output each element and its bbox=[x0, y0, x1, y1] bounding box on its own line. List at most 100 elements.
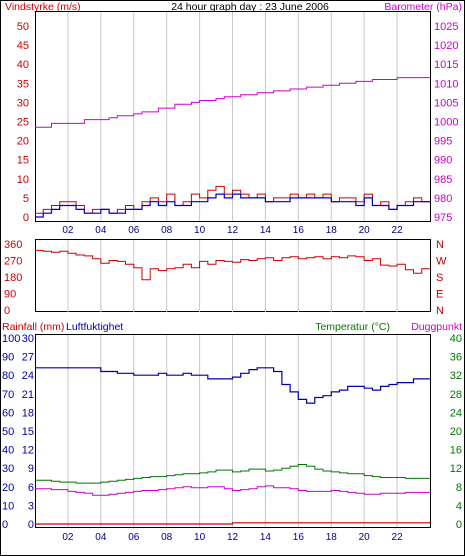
direction-panel-grid bbox=[67, 240, 398, 312]
axis-tick-label: 1025 bbox=[434, 21, 458, 33]
axis-tick-label: 40 bbox=[2, 445, 14, 457]
axis-tick-label: 27 bbox=[22, 352, 34, 364]
time-tick-label: 10 bbox=[194, 225, 206, 236]
temperature-axis-label: Temperatur (°C) bbox=[315, 321, 390, 333]
axis-tick-label: 980 bbox=[434, 193, 452, 205]
wind-speed-ticks: 0 5 10 15 20 25 30 35 40 45 50 bbox=[17, 21, 29, 224]
axis-tick-label: 25 bbox=[17, 117, 29, 129]
time-tick-label: 10 bbox=[194, 532, 206, 543]
axis-tick-label: 12 bbox=[450, 463, 462, 475]
axis-tick-label: 30 bbox=[17, 97, 29, 109]
humidity-ticks: 0 10 20 30 40 50 60 70 80 90 100 bbox=[2, 333, 20, 531]
direction-tick-label: 0 bbox=[4, 305, 10, 317]
direction-tick-label: 360 bbox=[4, 239, 22, 251]
time-tick-label: 02 bbox=[62, 225, 74, 236]
axis-tick-label: 15 bbox=[22, 426, 34, 438]
time-tick-label: 12 bbox=[227, 532, 239, 543]
axis-tick-label: 1015 bbox=[434, 59, 458, 71]
time-tick-label: 12 bbox=[227, 225, 239, 236]
time-tick-label: 04 bbox=[95, 532, 107, 543]
axis-tick-label: 5 bbox=[23, 193, 29, 205]
time-tick-label: 06 bbox=[128, 225, 140, 236]
time-tick-label: 22 bbox=[392, 225, 404, 236]
temperature-ticks: 0 4 8 12 16 20 24 28 32 36 40 bbox=[450, 333, 462, 531]
dewpoint-axis-label: Duggpunkt bbox=[411, 321, 462, 333]
axis-tick-label: 40 bbox=[17, 59, 29, 71]
time-tick-label: 04 bbox=[95, 225, 107, 236]
axis-tick-label: 975 bbox=[434, 212, 452, 224]
axis-tick-label: 12 bbox=[22, 445, 34, 457]
direction-tick-label: 90 bbox=[4, 289, 16, 301]
axis-tick-label: 1005 bbox=[434, 97, 458, 109]
axis-tick-label: 18 bbox=[22, 407, 34, 419]
time-tick-label: 18 bbox=[326, 225, 338, 236]
axis-tick-label: 80 bbox=[2, 370, 14, 382]
time-tick-label: 22 bbox=[392, 532, 404, 543]
axis-tick-label: 985 bbox=[434, 174, 452, 186]
axis-tick-label: 15 bbox=[17, 155, 29, 167]
time-tick-label: 20 bbox=[359, 532, 371, 543]
humidity-axis-label: Luftfuktighet bbox=[66, 321, 123, 333]
wind-average-series bbox=[35, 193, 430, 218]
axis-tick-label: 0 bbox=[28, 519, 34, 531]
axis-tick-label: 24 bbox=[450, 407, 462, 419]
axis-tick-label: 30 bbox=[22, 333, 34, 345]
axis-tick-label: 60 bbox=[2, 407, 14, 419]
compass-tick-label: E bbox=[436, 289, 443, 301]
climate-panel-frame bbox=[35, 334, 431, 528]
axis-tick-label: 1000 bbox=[434, 117, 458, 129]
axis-tick-label: 28 bbox=[450, 389, 462, 401]
axis-tick-label: 100 bbox=[2, 333, 20, 345]
time-tick-label: 18 bbox=[326, 532, 338, 543]
time-tick-label: 16 bbox=[293, 225, 305, 236]
dewpoint-series bbox=[35, 485, 430, 496]
direction-degree-ticks: 360 270 180 90 0 bbox=[4, 239, 22, 317]
axis-tick-label: 24 bbox=[22, 370, 34, 382]
time-tick-label: 16 bbox=[293, 532, 305, 543]
axis-tick-label: 32 bbox=[450, 370, 462, 382]
wind-time-ticks: 02 04 06 08 10 12 14 16 18 20 22 bbox=[62, 225, 403, 236]
axis-tick-label: 4 bbox=[456, 500, 462, 512]
barometer-axis-label: Barometer (hPa) bbox=[384, 1, 462, 13]
rainfall-ticks: 0 3 6 9 12 15 18 21 24 27 30 bbox=[22, 333, 34, 531]
axis-tick-label: 30 bbox=[2, 463, 14, 475]
climate-time-ticks: 02 04 06 08 10 12 14 16 18 20 22 bbox=[62, 532, 403, 543]
axis-tick-label: 9 bbox=[28, 463, 34, 475]
time-tick-label: 08 bbox=[161, 225, 173, 236]
axis-tick-label: 990 bbox=[434, 155, 452, 167]
axis-tick-label: 20 bbox=[2, 482, 14, 494]
time-tick-label: 08 bbox=[161, 532, 173, 543]
axis-tick-label: 70 bbox=[2, 389, 14, 401]
axis-tick-label: 20 bbox=[450, 426, 462, 438]
axis-tick-label: 90 bbox=[2, 352, 14, 364]
axis-tick-label: 10 bbox=[2, 500, 14, 512]
axis-tick-label: 6 bbox=[28, 482, 34, 494]
axis-tick-label: 0 bbox=[456, 519, 462, 531]
time-tick-label: 14 bbox=[260, 532, 272, 543]
axis-tick-label: 50 bbox=[2, 426, 14, 438]
compass-tick-label: N bbox=[436, 239, 444, 251]
axis-tick-label: 1020 bbox=[434, 40, 458, 52]
axis-tick-label: 45 bbox=[17, 40, 29, 52]
axis-tick-label: 40 bbox=[450, 333, 462, 345]
axis-tick-label: 3 bbox=[28, 500, 34, 512]
compass-tick-label: W bbox=[436, 256, 447, 268]
axis-tick-label: 35 bbox=[17, 78, 29, 90]
direction-tick-label: 270 bbox=[4, 256, 22, 268]
compass-tick-label: N bbox=[436, 305, 444, 317]
axis-tick-label: 8 bbox=[456, 482, 462, 494]
axis-tick-label: 16 bbox=[450, 445, 462, 457]
barometer-ticks: 975 980 985 990 995 1000 1005 1010 1015 1020 1025 bbox=[434, 21, 458, 224]
rainfall-series bbox=[35, 522, 430, 525]
axis-tick-label: 995 bbox=[434, 136, 452, 148]
time-tick-label: 20 bbox=[359, 225, 371, 236]
time-tick-label: 02 bbox=[62, 532, 74, 543]
wind-panel-grid bbox=[67, 12, 398, 221]
wind-direction-series bbox=[35, 249, 430, 281]
axis-tick-label: 0 bbox=[2, 519, 8, 531]
compass-tick-label: S bbox=[436, 272, 443, 284]
temperature-series bbox=[35, 464, 430, 484]
axis-tick-label: 0 bbox=[23, 212, 29, 224]
